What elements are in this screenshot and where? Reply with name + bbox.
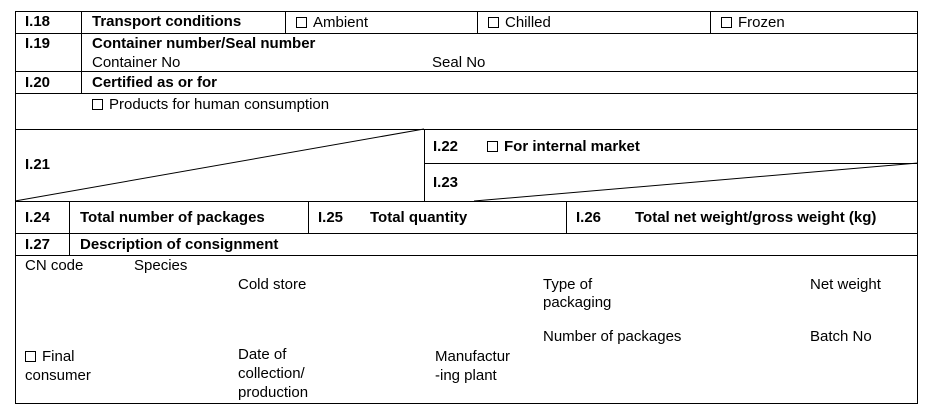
number-of-packages-column: Number of packages [543, 328, 682, 345]
total-weight-label: Total net weight/gross weight (kg) [635, 209, 877, 226]
box-code-i22: I.22 [433, 138, 459, 155]
checkbox-icon[interactable] [296, 17, 307, 28]
column-divider [424, 129, 425, 201]
checkbox-icon[interactable] [25, 351, 36, 362]
checkbox-icon[interactable] [92, 99, 103, 110]
final-consumer-label: Final [42, 348, 75, 365]
row-divider [15, 93, 918, 94]
date-of-collection-column: collection/ [238, 365, 305, 382]
box-code-i24: I.24 [25, 209, 51, 226]
internal-market-checkbox-option[interactable]: For internal market [487, 138, 640, 155]
certificate-form [15, 11, 918, 404]
checkbox-icon[interactable] [488, 17, 499, 28]
column-divider [69, 201, 70, 255]
human-consumption-label: Products for human consumption [109, 96, 330, 113]
row-divider [15, 201, 918, 202]
description-label: Description of consignment [80, 236, 279, 253]
seal-no-field: Seal No [432, 54, 486, 71]
column-divider [710, 11, 711, 33]
column-divider [566, 201, 567, 233]
box-code-i18: I.18 [25, 13, 51, 30]
box-code-i21: I.21 [25, 156, 51, 173]
checkbox-icon[interactable] [487, 141, 498, 152]
column-divider [81, 33, 82, 93]
total-packages-label: Total number of packages [80, 209, 265, 226]
row-divider [15, 233, 918, 234]
chilled-checkbox-option[interactable]: Chilled [488, 14, 551, 31]
box-code-i20: I.20 [25, 74, 51, 91]
ambient-checkbox-option[interactable]: Ambient [296, 14, 368, 31]
frozen-label: Frozen [738, 14, 785, 31]
type-of-packaging-column: Type of [543, 276, 593, 293]
column-divider [308, 201, 309, 233]
box-code-i23: I.23 [433, 174, 459, 191]
diagonal-line-i21 [14, 128, 425, 202]
ambient-label: Ambient [313, 14, 369, 31]
human-consumption-checkbox-option[interactable]: Products for human consumption [92, 96, 329, 113]
transport-conditions-label: Transport conditions [92, 13, 242, 30]
final-consumer-checkbox-option[interactable]: Final [25, 348, 75, 365]
box-code-i19: I.19 [25, 35, 51, 52]
net-weight-column: Net weight [810, 276, 881, 293]
date-of-collection-column: production [238, 384, 309, 401]
type-of-packaging-column: packaging [543, 294, 612, 311]
row-divider [15, 33, 918, 34]
checkbox-icon[interactable] [721, 17, 732, 28]
cn-code-column: CN code [25, 257, 84, 274]
date-of-collection-column: Date of [238, 346, 287, 363]
batch-no-column: Batch No [810, 328, 872, 345]
row-divider [15, 255, 918, 256]
manufacturing-plant-column: Manufactur [435, 348, 511, 365]
box-code-i27: I.27 [25, 236, 51, 253]
frozen-checkbox-option[interactable]: Frozen [721, 14, 785, 31]
container-no-field: Container No [92, 54, 181, 71]
manufacturing-plant-column: -ing plant [435, 367, 497, 384]
row-divider [15, 71, 918, 72]
internal-market-label: For internal market [504, 138, 640, 155]
container-seal-label: Container number/Seal number [92, 35, 316, 52]
column-divider [477, 11, 478, 33]
box-code-i26: I.26 [576, 209, 602, 226]
row-divider [424, 163, 918, 164]
final-consumer-label: consumer [25, 367, 91, 384]
diagonal-line-i23 [473, 162, 919, 202]
row-divider [15, 129, 918, 130]
certified-as-label: Certified as or for [92, 74, 218, 91]
box-code-i25: I.25 [318, 209, 344, 226]
column-divider [285, 11, 286, 33]
total-quantity-label: Total quantity [370, 209, 468, 226]
column-divider [81, 11, 82, 33]
cold-store-column: Cold store [238, 276, 307, 293]
chilled-label: Chilled [505, 14, 551, 31]
species-column: Species [134, 257, 188, 274]
